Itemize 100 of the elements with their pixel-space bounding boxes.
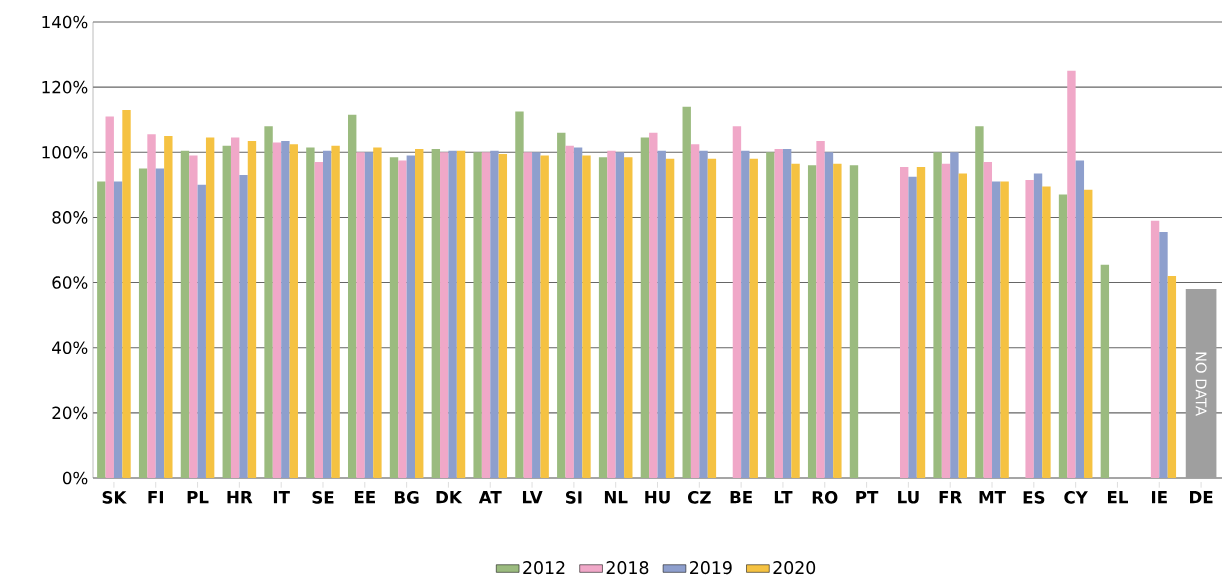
bar bbox=[281, 140, 290, 478]
bar bbox=[615, 152, 625, 478]
bar bbox=[958, 173, 967, 478]
x-tick-label: PT bbox=[856, 491, 879, 504]
bar bbox=[222, 145, 231, 478]
bar bbox=[331, 145, 340, 478]
legend-label: 2012 bbox=[523, 561, 565, 575]
bar bbox=[515, 111, 524, 478]
x-tick-label: BE bbox=[730, 491, 752, 504]
bar bbox=[1067, 70, 1076, 478]
bar bbox=[807, 165, 817, 478]
bar bbox=[699, 150, 708, 478]
bar bbox=[933, 152, 942, 478]
bar bbox=[147, 134, 156, 478]
bar bbox=[1042, 186, 1051, 478]
annotation: NO DATA bbox=[1195, 352, 1207, 416]
bar bbox=[908, 176, 917, 478]
x-tick-label: CY bbox=[1064, 491, 1088, 504]
bar bbox=[473, 152, 482, 478]
bar bbox=[1185, 289, 1217, 478]
bar bbox=[498, 153, 508, 478]
bar bbox=[766, 152, 775, 478]
bar bbox=[356, 152, 365, 478]
x-tick-label: EL bbox=[1107, 491, 1129, 504]
bar bbox=[122, 109, 131, 478]
bar bbox=[314, 162, 323, 478]
bar bbox=[649, 132, 658, 478]
bar bbox=[665, 158, 675, 478]
x-tick-label: BG bbox=[394, 491, 419, 504]
bar bbox=[1150, 220, 1160, 478]
bar bbox=[1159, 232, 1168, 478]
bar bbox=[523, 152, 533, 478]
bar bbox=[983, 162, 993, 478]
x-tick-label: IE bbox=[1152, 491, 1167, 504]
bar bbox=[415, 149, 424, 478]
bar bbox=[490, 150, 499, 478]
x-tick-label: CZ bbox=[688, 491, 711, 504]
x-tick-label: FR bbox=[939, 491, 962, 504]
bar bbox=[732, 126, 742, 478]
bar bbox=[941, 163, 951, 478]
x-tick-label: RO bbox=[812, 491, 838, 504]
bar bbox=[481, 152, 491, 478]
bar bbox=[247, 140, 257, 478]
bar bbox=[440, 152, 449, 478]
x-tick-label: LU bbox=[898, 491, 919, 504]
x-tick-label: DK bbox=[436, 491, 463, 504]
y-tick-label: 40% bbox=[52, 341, 88, 354]
bar bbox=[197, 184, 206, 478]
bar bbox=[565, 145, 574, 478]
x-tick-label: MT bbox=[979, 491, 1006, 504]
bar bbox=[1084, 189, 1093, 478]
bar bbox=[824, 152, 834, 478]
bar bbox=[1025, 179, 1034, 478]
bar bbox=[272, 142, 282, 478]
bar bbox=[741, 150, 750, 478]
bar bbox=[448, 150, 457, 478]
bar bbox=[707, 158, 717, 478]
bar bbox=[749, 158, 758, 478]
legend-label: 2020 bbox=[773, 561, 816, 575]
bar bbox=[205, 137, 215, 478]
bar bbox=[975, 126, 984, 478]
bar bbox=[189, 155, 198, 478]
x-tick-label: SE bbox=[312, 491, 334, 504]
bar bbox=[138, 168, 148, 478]
x-tick-label: ES bbox=[1023, 491, 1045, 504]
bar bbox=[950, 152, 959, 478]
bar bbox=[640, 137, 650, 478]
bar bbox=[322, 150, 332, 478]
x-tick-label: SI bbox=[565, 491, 582, 504]
y-tick-label: 80% bbox=[52, 211, 88, 224]
bar bbox=[289, 144, 298, 478]
bar bbox=[406, 155, 416, 478]
x-tick-label: HR bbox=[227, 491, 253, 504]
bar bbox=[348, 114, 357, 478]
bar bbox=[97, 181, 106, 478]
x-tick-label: NL bbox=[604, 491, 628, 504]
x-tick-label: SK bbox=[102, 491, 127, 504]
bar bbox=[264, 126, 273, 478]
bar bbox=[1033, 173, 1043, 478]
bar bbox=[540, 155, 549, 478]
bar bbox=[690, 144, 700, 478]
bar bbox=[155, 168, 165, 478]
bar bbox=[113, 181, 123, 478]
bar bbox=[398, 160, 407, 478]
bar bbox=[624, 157, 633, 478]
y-tick-label: 0% bbox=[62, 471, 88, 485]
legend-label: 2019 bbox=[690, 561, 732, 575]
y-tick-label: 20% bbox=[52, 406, 88, 420]
y-tick-label: 120% bbox=[42, 80, 88, 94]
x-tick-label: LT bbox=[774, 491, 793, 504]
bar bbox=[573, 147, 583, 478]
bar bbox=[598, 157, 608, 478]
bar bbox=[373, 147, 382, 478]
bar bbox=[816, 140, 825, 478]
bar bbox=[364, 152, 374, 478]
bar bbox=[230, 137, 240, 478]
bar bbox=[164, 135, 173, 478]
bar bbox=[1000, 181, 1009, 478]
bar bbox=[1100, 264, 1110, 478]
bar bbox=[180, 150, 190, 478]
